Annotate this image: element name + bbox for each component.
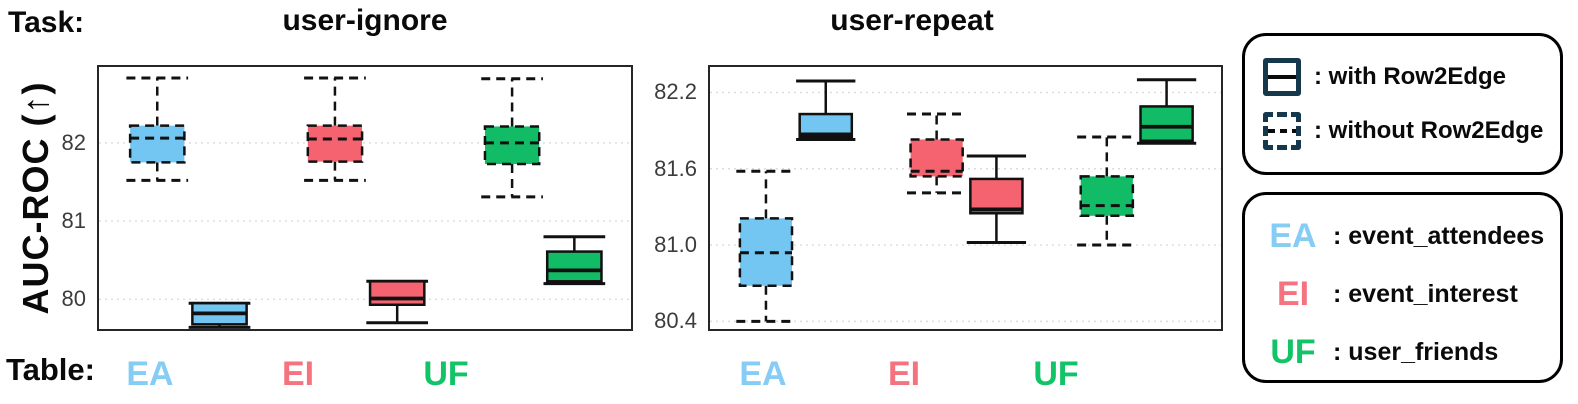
y-tick-label: 80 — [61, 286, 86, 312]
box-rect — [128, 124, 186, 164]
box-ea-with-row2edge — [188, 301, 251, 329]
table-abbr-uf: UF — [1270, 332, 1316, 371]
legend-item-with-row2edge: : with Row2Edge — [1245, 50, 1560, 104]
legend-item-label: : without Row2Edge — [1314, 117, 1544, 144]
x-axis-label-ei: EI — [281, 355, 315, 393]
panel-title-user-ignore: user-ignore — [282, 4, 448, 37]
legend-item-event-attendees: EA : event_attendees — [1245, 207, 1560, 265]
box-uf-without-row2edge — [1077, 135, 1137, 247]
table-name-label: : event_interest — [1333, 279, 1518, 308]
box-rect — [1079, 175, 1135, 218]
box-rect — [545, 250, 603, 283]
x-axis-label-ea: EA — [126, 355, 174, 393]
y-tick-label: 82.2 — [654, 79, 697, 105]
box-ei-without-row2edge — [304, 76, 366, 182]
plot-panel-user-repeat — [708, 65, 1223, 331]
legend-item-event-interest: EI : event_interest — [1245, 265, 1560, 323]
legend-tables: EA : event_attendees EI : event_interest… — [1242, 192, 1563, 383]
boxplot-canvas-user-ignore — [99, 76, 631, 329]
y-tick-label: 81 — [61, 208, 86, 234]
table-name-label: : event_attendees — [1333, 221, 1545, 250]
task-label: Task: — [8, 6, 85, 39]
table-name-label: : user_friends — [1333, 337, 1499, 366]
plot-panel-user-ignore — [97, 65, 633, 331]
box-uf-with-row2edge — [543, 235, 606, 286]
box-rect — [306, 124, 364, 163]
solid-box-icon — [1263, 58, 1301, 96]
box-ea-with-row2edge — [796, 79, 856, 141]
box-ei-with-row2edge — [366, 279, 429, 325]
y-tick-label: 82 — [61, 129, 86, 155]
box-ea-without-row2edge — [736, 169, 796, 323]
x-axis-label-uf: UF — [423, 355, 469, 393]
box-ei-without-row2edge — [906, 112, 967, 195]
panel-title-user-repeat: user-repeat — [830, 4, 994, 37]
y-tick-label: 81.0 — [654, 232, 697, 258]
box-ea-without-row2edge — [126, 76, 189, 182]
table-label: Table: — [6, 352, 95, 387]
table-abbr-ea: EA — [1269, 216, 1317, 255]
box-rect — [368, 280, 426, 307]
box-ei-with-row2edge — [966, 154, 1027, 245]
legend-item-without-row2edge: : without Row2Edge — [1245, 104, 1560, 158]
boxplot-canvas-user-repeat — [710, 78, 1221, 323]
legend-item-label: : with Row2Edge — [1314, 63, 1506, 90]
x-axis-label-ea: EA — [739, 355, 787, 393]
y-tick-label: 80.4 — [654, 308, 697, 334]
box-uf-with-row2edge — [1136, 78, 1197, 145]
box-rect — [483, 125, 541, 166]
box-rect — [1139, 105, 1194, 143]
legend-row2edge: : with Row2Edge : without Row2Edge — [1242, 33, 1563, 175]
x-axis-label-uf: UF — [1033, 355, 1079, 393]
dashed-box-icon — [1263, 112, 1301, 150]
legend-item-user-friends: UF : user_friends — [1245, 323, 1560, 381]
box-rect — [798, 112, 854, 139]
table-abbr-ei: EI — [1276, 274, 1310, 313]
y-axis-label: AUC-ROC (↑) — [15, 81, 56, 315]
x-axis-label-ei: EI — [887, 355, 921, 393]
box-rect — [969, 177, 1024, 215]
box-uf-without-row2edge — [481, 77, 543, 199]
y-tick-label: 81.6 — [654, 155, 697, 181]
